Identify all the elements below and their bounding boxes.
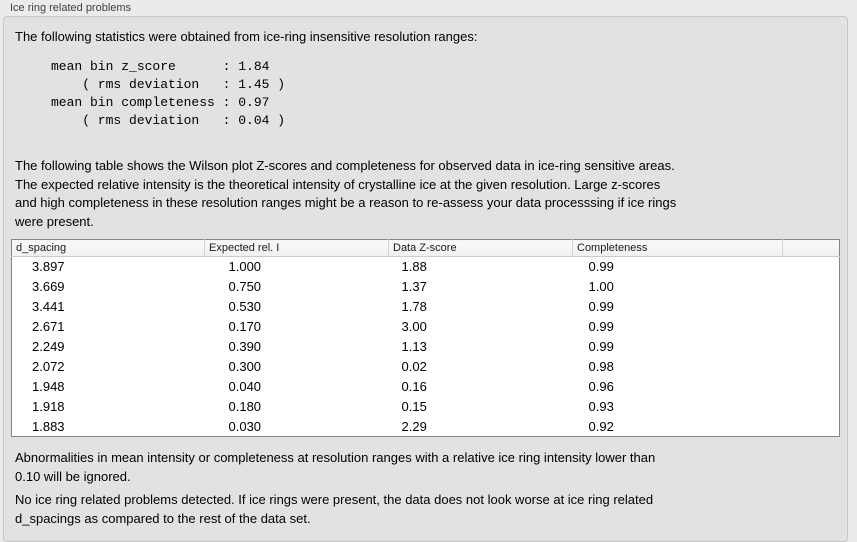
cell-expected-rel-i: 0.040 [228,379,262,394]
cell-d-spacing: 2.671 [32,319,65,334]
cell-data-z-score: 0.15 [401,399,427,414]
cell-completeness: 0.98 [588,359,614,374]
table-row[interactable]: 3.669 0.750 1.37 1.00 [12,277,840,297]
cell-completeness: 0.96 [588,379,614,394]
intro-text: The following statistics were obtained f… [15,29,478,44]
table-row[interactable]: 3.897 1.000 1.88 0.99 [12,257,840,277]
cell-data-z-score: 1.37 [401,279,427,294]
cell-completeness: 0.99 [588,259,614,275]
cell-data-z-score: 2.29 [401,418,427,434]
table-row[interactable]: 2.072 0.300 0.02 0.98 [12,357,840,377]
cell-completeness: 1.00 [588,279,614,294]
cell-data-z-score: 3.00 [401,319,427,334]
cell-empty [783,257,840,277]
cell-data-z-score: 1.13 [401,339,427,354]
cell-d-spacing: 1.883 [32,418,65,434]
table-row[interactable]: 3.441 0.530 1.78 0.99 [12,297,840,317]
cell-d-spacing: 3.441 [32,299,65,314]
cell-d-spacing: 1.918 [32,399,65,414]
cell-empty [783,417,840,437]
ice-ring-panel: The following statistics were obtained f… [3,16,848,542]
table-header-row: d_spacing Expected rel. I Data Z-score C… [11,239,840,257]
cell-completeness: 0.93 [588,399,614,414]
cell-d-spacing: 1.948 [32,379,65,394]
table-row[interactable]: 1.918 0.180 0.15 0.93 [12,397,840,417]
cell-data-z-score: 0.16 [401,379,427,394]
table-row[interactable]: 2.249 0.390 1.13 0.99 [12,337,840,357]
footnote-text: Abnormalities in mean intensity or compl… [15,450,656,484]
cell-empty [783,337,840,357]
cell-d-spacing: 3.897 [32,259,65,275]
cell-data-z-score: 1.78 [401,299,427,314]
cell-expected-rel-i: 0.300 [228,359,262,374]
column-header-data-z-score[interactable]: Data Z-score [388,239,573,257]
cell-expected-rel-i: 0.750 [228,279,262,294]
cell-completeness: 0.99 [588,319,614,334]
panel-title: Ice ring related problems [10,2,132,14]
table-row[interactable]: 2.671 0.170 3.00 0.99 [12,317,840,337]
column-header-expected-rel-i[interactable]: Expected rel. I [204,239,389,257]
cell-d-spacing: 2.249 [32,339,65,354]
cell-empty [783,357,840,377]
stats-summary-block: mean bin z_score : 1.84 ( rms deviation … [51,59,286,128]
cell-expected-rel-i: 0.390 [228,339,262,354]
cell-empty [783,397,840,417]
column-header-completeness[interactable]: Completeness [572,239,783,257]
cell-empty [783,277,840,297]
cell-expected-rel-i: 1.000 [228,259,262,275]
cell-expected-rel-i: 0.170 [228,319,262,334]
cell-completeness: 0.99 [588,299,614,314]
cell-empty [783,377,840,397]
table-row[interactable]: 1.883 0.030 2.29 0.92 [12,417,840,437]
cell-completeness: 0.99 [588,339,614,354]
cell-expected-rel-i: 0.180 [228,399,262,414]
cell-completeness: 0.92 [588,418,614,434]
cell-empty [783,317,840,337]
column-header-d-spacing[interactable]: d_spacing [11,239,205,257]
cell-data-z-score: 0.02 [401,359,427,374]
conclusion-text: No ice ring related problems detected. I… [15,492,654,526]
cell-expected-rel-i: 0.530 [228,299,262,314]
cell-d-spacing: 3.669 [32,279,65,294]
cell-d-spacing: 2.072 [32,359,65,374]
cell-empty [783,297,840,317]
cell-data-z-score: 1.88 [401,259,427,275]
column-header-empty[interactable] [782,239,840,257]
cell-expected-rel-i: 0.030 [228,418,262,434]
table-description-text: The following table shows the Wilson plo… [15,158,677,229]
table-row[interactable]: 1.948 0.040 0.16 0.96 [12,377,840,397]
ice-ring-table[interactable]: d_spacing Expected rel. I Data Z-score C… [11,239,840,437]
